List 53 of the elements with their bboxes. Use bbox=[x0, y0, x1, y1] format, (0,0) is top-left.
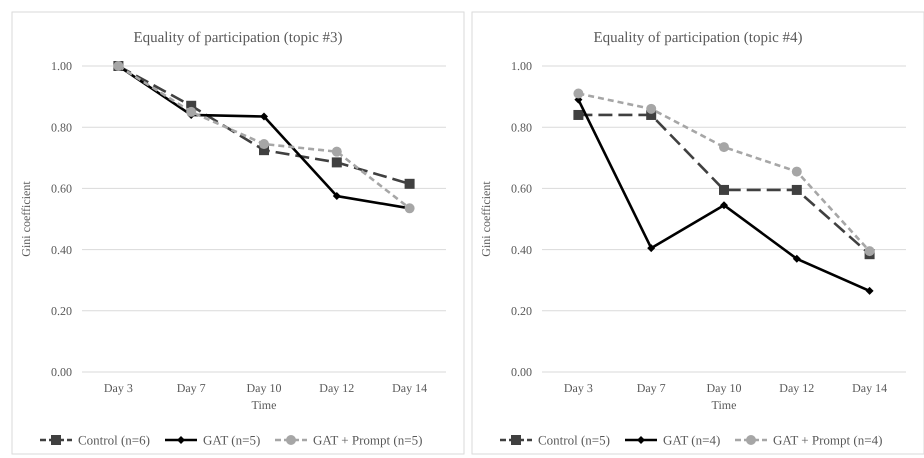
legend-label: GAT (n=4) bbox=[663, 432, 720, 448]
y-tick-label: 0.20 bbox=[511, 304, 532, 318]
point bbox=[259, 139, 269, 150]
y-tick-label: 0.20 bbox=[51, 304, 72, 318]
x-tick-label: Day 7 bbox=[636, 381, 666, 395]
y-tick-label: 1.00 bbox=[511, 59, 532, 74]
x-tick-label: Day 7 bbox=[176, 381, 206, 395]
x-tick-label: Day 14 bbox=[852, 381, 888, 395]
legend-label: GAT (n=5) bbox=[203, 432, 260, 448]
x-axis-title: Time bbox=[712, 398, 736, 412]
point bbox=[792, 184, 802, 195]
y-tick-label: 0.60 bbox=[51, 182, 72, 196]
point bbox=[719, 184, 729, 195]
point bbox=[404, 178, 415, 189]
x-tick-label: Day 14 bbox=[392, 381, 428, 395]
x-axis-title: Time bbox=[252, 398, 276, 412]
point bbox=[719, 142, 729, 152]
point bbox=[866, 286, 874, 295]
y-tick-label: 1.00 bbox=[51, 59, 72, 74]
point bbox=[646, 104, 656, 114]
point bbox=[864, 246, 875, 256]
point bbox=[332, 157, 342, 168]
point bbox=[647, 244, 656, 252]
y-tick-label: 0.40 bbox=[511, 242, 532, 257]
y-tick-label: 0.00 bbox=[51, 365, 72, 380]
y-tick-label: 0.60 bbox=[511, 182, 532, 196]
y-axis-title: Gini coefficient bbox=[479, 180, 493, 257]
point bbox=[260, 112, 268, 120]
x-tick-label: Day 3 bbox=[564, 381, 593, 395]
x-tick-label: Day 3 bbox=[104, 381, 133, 395]
legend-label: Control (n=6) bbox=[78, 432, 150, 448]
point bbox=[792, 166, 802, 177]
legend-label: GAT + Prompt (n=4) bbox=[773, 432, 882, 448]
x-tick-label: Day 10 bbox=[246, 381, 282, 395]
y-tick-label: 0.80 bbox=[511, 120, 532, 134]
chart-title: Equality of participation (topic #4) bbox=[593, 30, 803, 46]
legend-label: GAT + Prompt (n=5) bbox=[313, 432, 422, 448]
point bbox=[332, 192, 341, 200]
x-tick-label: Day 10 bbox=[706, 381, 742, 395]
point bbox=[573, 88, 584, 99]
x-tick-label: Day 12 bbox=[319, 381, 354, 395]
y-tick-label: 0.40 bbox=[51, 242, 72, 257]
legend-label: Control (n=5) bbox=[538, 432, 610, 448]
y-tick-label: 0.80 bbox=[51, 120, 72, 134]
point bbox=[186, 106, 196, 117]
point bbox=[720, 201, 728, 210]
chart-title: Equality of participation (topic #3) bbox=[133, 30, 343, 46]
y-axis-title: Gini coefficient bbox=[19, 180, 33, 257]
y-tick-label: 0.00 bbox=[511, 365, 532, 380]
point bbox=[573, 110, 584, 120]
point bbox=[332, 146, 342, 157]
point bbox=[792, 254, 801, 263]
x-tick-label: Day 12 bbox=[779, 381, 814, 395]
